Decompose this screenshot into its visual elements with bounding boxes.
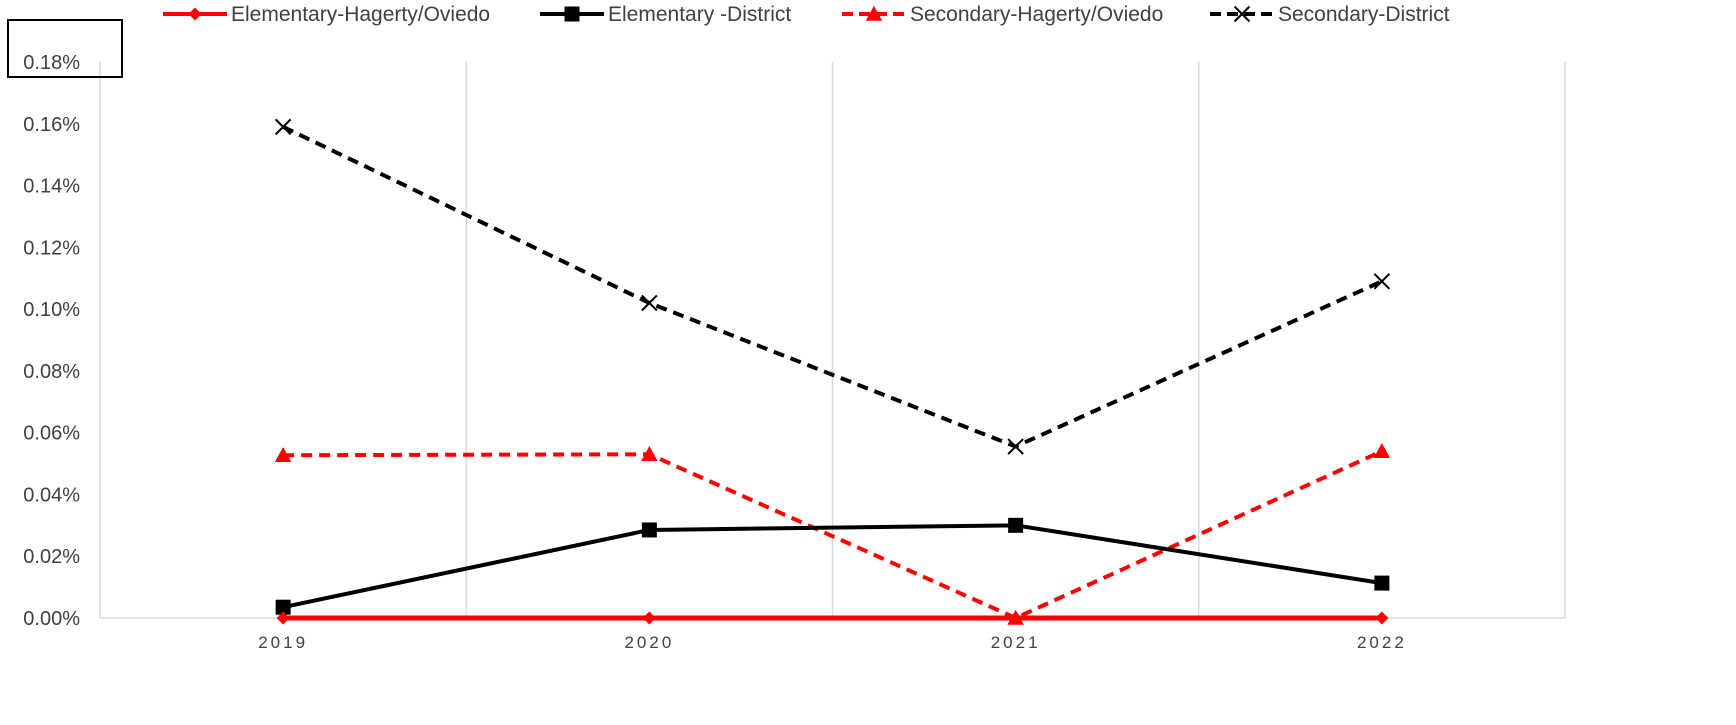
- y-tick-label: 0.16%: [23, 114, 80, 136]
- legend-label: Secondary-District: [1278, 3, 1450, 26]
- y-tick-label: 0.06%: [23, 423, 80, 445]
- y-tick-label: 0.04%: [23, 484, 80, 506]
- diamond-marker: [1009, 611, 1023, 625]
- series-1: [275, 517, 1390, 615]
- series-line: [283, 449, 1383, 620]
- x-marker-stroke: [641, 294, 658, 312]
- y-tick-label: 0.02%: [23, 546, 80, 568]
- y-tick-label: 0.14%: [23, 176, 80, 198]
- x-tick-label: 2022: [1357, 633, 1407, 652]
- x-axis-ticks: 2019 2020 2021 2022: [258, 633, 1407, 652]
- y-tick-label: 0.08%: [23, 361, 80, 383]
- triangle-marker: [641, 446, 658, 462]
- diamond-marker: [188, 7, 202, 21]
- y-tick-label: 0.12%: [23, 237, 80, 259]
- triangle-marker: [865, 5, 883, 21]
- x-marker-stroke: [1007, 438, 1024, 455]
- series-3: [274, 118, 1391, 455]
- y-tick-label: 0.00%: [23, 608, 80, 630]
- square-marker: [275, 599, 291, 615]
- series-group: [274, 118, 1391, 625]
- series-line: [282, 125, 1383, 449]
- x-marker-stroke: [274, 118, 292, 136]
- grid-lines: [465, 62, 1566, 618]
- legend-label: Elementary -District: [608, 3, 791, 26]
- triangle-marker: [1373, 442, 1391, 458]
- square-marker: [641, 522, 657, 538]
- x-tick-label: 2019: [258, 633, 308, 652]
- legend-label: Secondary-Hagerty/Oviedo: [910, 3, 1163, 26]
- legend-item: Elementary -District: [540, 3, 791, 26]
- square-marker: [1008, 517, 1024, 533]
- legend-item: Secondary-District: [1210, 3, 1450, 26]
- series-2: [274, 442, 1391, 625]
- legend-label: Elementary-Hagerty/Oviedo: [231, 3, 490, 26]
- legend: Elementary-Hagerty/Oviedo Elementary -Dis…: [163, 3, 1450, 26]
- triangle-marker: [274, 446, 292, 462]
- y-axis-ticks: 0.00% 0.02% 0.04% 0.06% 0.08% 0.10% 0.12% 0.14%…: [23, 52, 80, 630]
- legend-item: Secondary-Hagerty/Oviedo: [842, 3, 1163, 26]
- x-marker-stroke: [1373, 273, 1391, 290]
- series-line: [282, 523, 1383, 610]
- highlight-box: [7, 19, 123, 78]
- series-0: [276, 611, 1389, 625]
- y-tick-label: 0.10%: [23, 299, 80, 321]
- square-marker: [1374, 575, 1390, 591]
- diamond-marker: [642, 611, 656, 625]
- square-marker: [564, 6, 580, 22]
- y-tick-label: 0.18%: [23, 52, 80, 74]
- x-tick-label: 2021: [991, 633, 1041, 652]
- x-tick-label: 2020: [624, 633, 674, 652]
- diamond-marker: [276, 611, 290, 625]
- legend-item: Elementary-Hagerty/Oviedo: [163, 3, 490, 26]
- diamond-marker: [1375, 611, 1389, 625]
- x-marker-stroke: [1233, 5, 1251, 23]
